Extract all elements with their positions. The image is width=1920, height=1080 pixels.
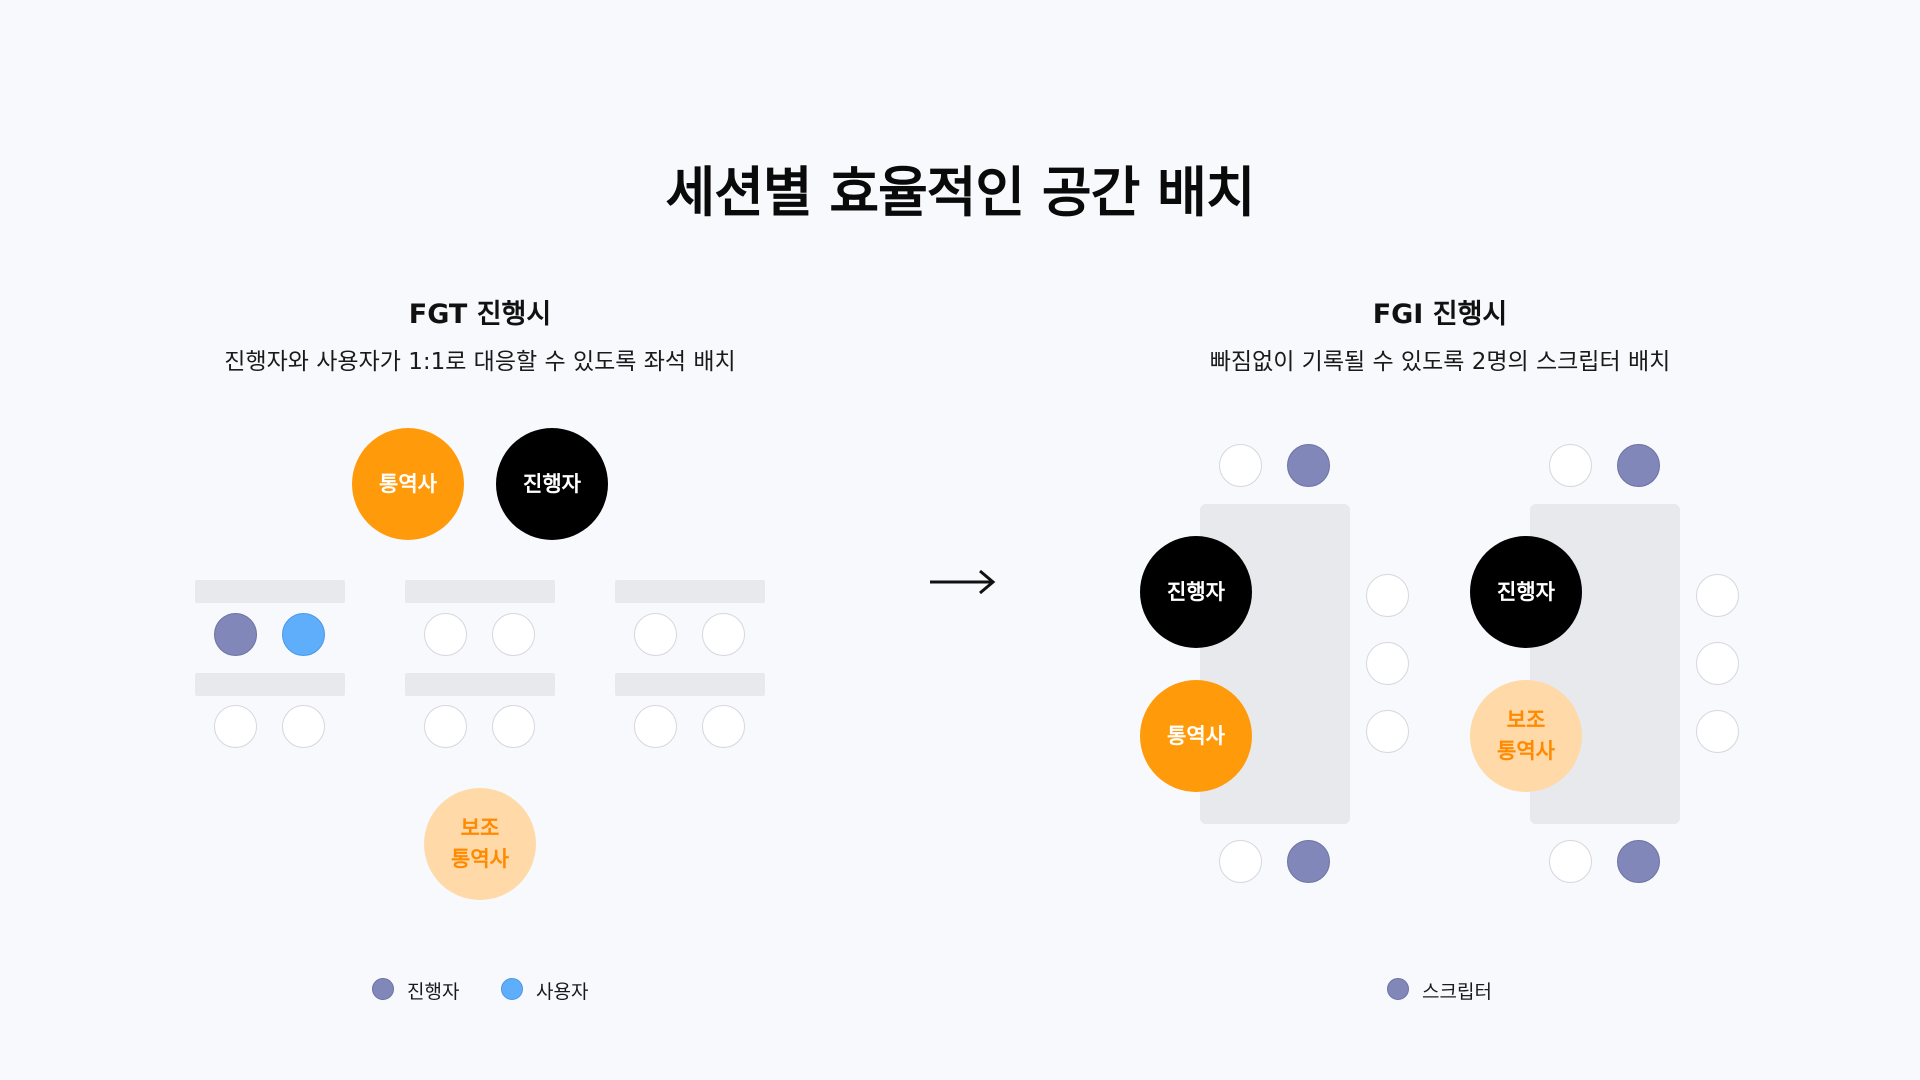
empty-seat bbox=[424, 613, 467, 656]
empty-seat bbox=[702, 705, 745, 748]
fgi-moderator-circle: 진행자 bbox=[1470, 536, 1582, 648]
fgi-moderator-label: 진행자 bbox=[1167, 579, 1225, 604]
legend-moderator-label: 진행자 bbox=[407, 981, 460, 1003]
fgi-assistant-interpreter-label: 보조 통역사 bbox=[1497, 708, 1555, 763]
empty-seat bbox=[1696, 574, 1739, 617]
empty-seat bbox=[1366, 710, 1409, 753]
empty-seat bbox=[1366, 642, 1409, 685]
fgi-moderator-label: 진행자 bbox=[1497, 579, 1555, 604]
table-bar bbox=[405, 580, 555, 603]
fgt-interpreter-label: 통역사 bbox=[379, 471, 437, 496]
scripter-seat bbox=[1287, 840, 1330, 883]
fgt-description: 진행자와 사용자가 1:1로 대응할 수 있도록 좌석 배치 bbox=[224, 349, 736, 375]
empty-seat bbox=[492, 613, 535, 656]
scripter-seat bbox=[1617, 444, 1660, 487]
empty-seat bbox=[1219, 840, 1262, 883]
scripter-seat bbox=[1617, 840, 1660, 883]
table-bar bbox=[615, 580, 765, 603]
fgi-description: 빠짐없이 기록될 수 있도록 2명의 스크립터 배치 bbox=[1209, 349, 1671, 375]
fgt-moderator-label: 진행자 bbox=[523, 471, 581, 496]
fgt-interpreter-circle: 통역사 bbox=[352, 428, 464, 540]
table-bar bbox=[615, 673, 765, 696]
table-bar bbox=[195, 580, 345, 603]
arrow-right-icon bbox=[930, 569, 996, 595]
fgi-moderator-circle: 진행자 bbox=[1140, 536, 1252, 648]
user-seat bbox=[282, 613, 325, 656]
scripter-seat bbox=[1287, 444, 1330, 487]
page-title: 세션별 효율적인 공간 배치 bbox=[665, 161, 1256, 224]
fgt-moderator-circle: 진행자 bbox=[496, 428, 608, 540]
legend-user-dot bbox=[501, 978, 523, 1000]
fgt-assistant-interpreter-circle: 보조 통역사 bbox=[424, 788, 536, 900]
fgi-heading: FGI 진행시 bbox=[1372, 299, 1508, 330]
empty-seat bbox=[1696, 710, 1739, 753]
table-bar bbox=[405, 673, 555, 696]
fgi-interpreter-circle: 통역사 bbox=[1140, 680, 1252, 792]
fgt-heading: FGT 진행시 bbox=[408, 299, 552, 330]
legend-scripter-dot bbox=[1387, 978, 1409, 1000]
empty-seat bbox=[282, 705, 325, 748]
empty-seat bbox=[424, 705, 467, 748]
legend-user-label: 사용자 bbox=[536, 981, 589, 1003]
empty-seat bbox=[492, 705, 535, 748]
empty-seat bbox=[1549, 840, 1592, 883]
fgi-assistant-interpreter-circle: 보조 통역사 bbox=[1470, 680, 1582, 792]
empty-seat bbox=[634, 613, 677, 656]
empty-seat bbox=[1549, 444, 1592, 487]
empty-seat bbox=[702, 613, 745, 656]
moderator-seat bbox=[214, 613, 257, 656]
legend-scripter-label: 스크립터 bbox=[1422, 981, 1492, 1003]
empty-seat bbox=[1366, 574, 1409, 617]
legend-moderator-dot bbox=[372, 978, 394, 1000]
fgi-interpreter-label: 통역사 bbox=[1167, 723, 1225, 748]
table-bar bbox=[195, 673, 345, 696]
empty-seat bbox=[214, 705, 257, 748]
fgt-assistant-interpreter-label: 보조 통역사 bbox=[451, 816, 509, 871]
empty-seat bbox=[1219, 444, 1262, 487]
empty-seat bbox=[634, 705, 677, 748]
empty-seat bbox=[1696, 642, 1739, 685]
